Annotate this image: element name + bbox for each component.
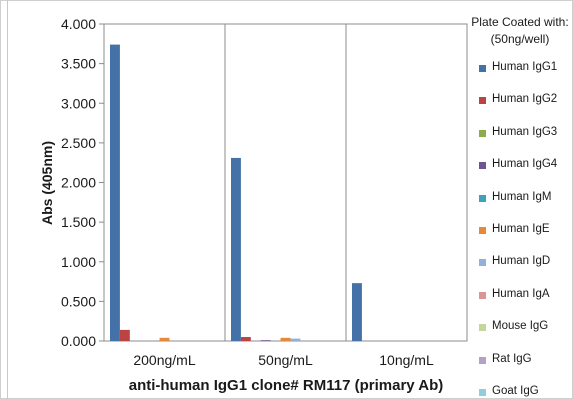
x-category-label: 50ng/mL — [258, 352, 313, 368]
bar — [119, 329, 130, 341]
y-tick-label: 1.000 — [61, 254, 96, 270]
bar — [231, 157, 241, 341]
legend-label: Human IgD — [492, 255, 551, 268]
legend: Plate Coated with: (50ng/well) Human IgG… — [468, 14, 572, 397]
legend-title-line-2: (50ng/well) — [490, 32, 550, 46]
legend-swatch — [479, 389, 486, 396]
y-axis-label: Abs (405nm) — [39, 141, 55, 225]
legend-item: Human IgM — [479, 190, 552, 203]
bar — [110, 44, 120, 341]
legend-label: Rat IgG — [492, 352, 532, 365]
bar — [290, 338, 301, 341]
x-axis-label: anti-human IgG1 clone# RM117 (primary Ab… — [129, 377, 444, 394]
legend-item: Human IgG3 — [479, 125, 558, 138]
bar — [159, 337, 170, 341]
bars — [110, 44, 362, 341]
legend-swatch — [479, 162, 486, 170]
y-tick-label: 3.500 — [61, 56, 96, 72]
legend-label: Mouse IgG — [492, 320, 549, 333]
legend-label: Human IgA — [492, 287, 550, 300]
legend-swatch — [479, 194, 486, 202]
legend-label: Human IgG2 — [492, 93, 558, 106]
legend-label: Human IgG4 — [492, 158, 558, 171]
legend-swatch — [479, 129, 486, 137]
plot-area — [103, 23, 468, 342]
x-category-label: 200ng/mL — [133, 352, 195, 368]
legend-label: Human IgG1 — [492, 61, 558, 73]
y-axis-ticks: 0.000 0.500 1.000 1.500 2.000 2.500 3.000 3.500… — [61, 16, 104, 349]
legend-item: Human IgD — [479, 255, 551, 268]
page-edge — [7, 0, 8, 399]
legend-swatch — [479, 324, 486, 332]
plot-border — [103, 23, 468, 342]
legend-swatch — [479, 291, 486, 299]
y-tick-label: 2.500 — [61, 135, 96, 151]
legend-swatch — [479, 356, 486, 364]
legend-swatch — [479, 227, 486, 234]
legend-item: Human IgG1 — [479, 61, 558, 73]
legend-label: Goat IgG — [492, 385, 539, 397]
bar — [240, 337, 251, 341]
legend-item: Goat IgG — [479, 385, 539, 397]
legend-swatch — [479, 65, 486, 72]
bar — [280, 337, 291, 341]
legend-swatch — [479, 259, 486, 267]
bar — [352, 283, 362, 341]
y-tick-label: 4.000 — [61, 16, 96, 32]
legend-title-line-1: Plate Coated with: — [471, 15, 569, 29]
legend-item: Human IgA — [479, 287, 550, 300]
legend-item: Human IgG2 — [479, 93, 558, 106]
y-tick-label: 3.000 — [61, 95, 96, 111]
y-tick-label: 0.500 — [61, 293, 96, 309]
bar — [260, 340, 271, 341]
y-tick-label: 2.000 — [61, 175, 96, 191]
legend-item: Human IgG4 — [479, 158, 558, 171]
legend-item: Rat IgG — [479, 352, 532, 365]
legend-label: Human IgG3 — [492, 125, 558, 138]
legend-label: Human IgE — [492, 223, 550, 235]
legend-item: Human IgE — [479, 223, 550, 235]
legend-item: Mouse IgG — [479, 320, 549, 333]
x-category-label: 10ng/mL — [379, 352, 434, 368]
y-tick-label: 0.000 — [61, 333, 96, 349]
x-axis-categories: 200ng/mL 50ng/mL 10ng/mL — [133, 352, 434, 368]
legend-label: Human IgM — [492, 190, 552, 203]
legend-swatch — [479, 97, 486, 105]
y-tick-label: 1.500 — [61, 214, 96, 230]
